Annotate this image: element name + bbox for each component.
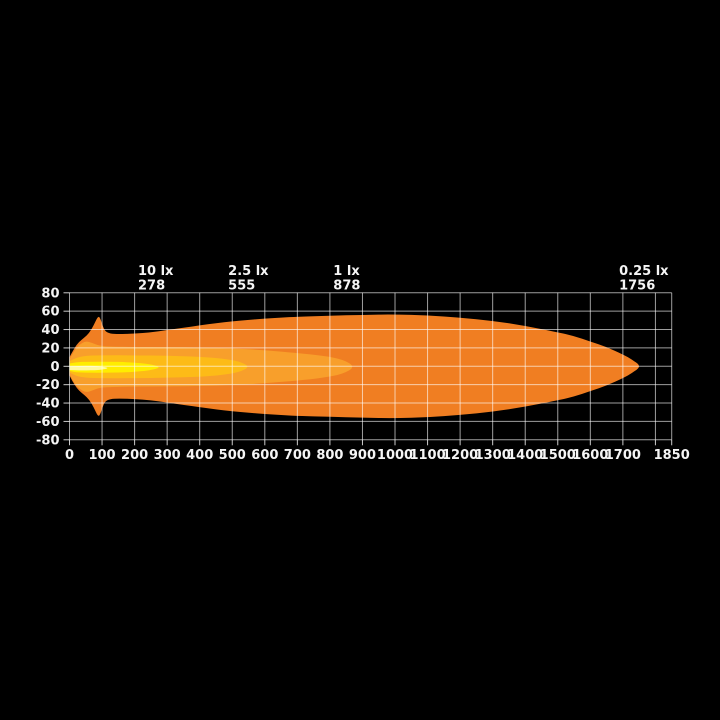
x-tick-label: 600: [251, 448, 278, 463]
x-tick-label: 900: [349, 448, 376, 463]
x-tick-label: 1000: [377, 448, 413, 463]
hotspot-core: [69, 365, 108, 371]
x-tick-label: 0: [65, 448, 74, 463]
x-tick-label: 1100: [409, 448, 445, 463]
x-tick-label: 1300: [475, 448, 511, 463]
y-tick-label: -20: [36, 378, 60, 393]
y-tick-label: -80: [36, 433, 60, 448]
y-tick-label: 80: [41, 286, 59, 301]
isolux-lux-label: 1 lx: [333, 264, 360, 279]
x-tick-label: 1400: [507, 448, 543, 463]
x-tick-label: 1700: [605, 448, 641, 463]
x-tick-label: 200: [121, 448, 148, 463]
x-tick-label: 300: [154, 448, 181, 463]
y-tick-label: 0: [50, 360, 59, 375]
isolux-distance-value: 878: [333, 279, 360, 294]
y-tick-label: -60: [36, 415, 60, 430]
isolux-lux-label: 0.25 lx: [619, 264, 669, 279]
axis-ticks: [63, 292, 673, 446]
isolux-lux-label: 10 lx: [138, 264, 174, 279]
x-tick-label: 700: [284, 448, 311, 463]
x-tick-label: 800: [316, 448, 343, 463]
x-tick-label: 500: [219, 448, 246, 463]
isolux-distance-value: 1756: [619, 279, 655, 294]
x-tick-label: 400: [186, 448, 213, 463]
y-tick-label: -40: [36, 397, 60, 412]
isolux-lux-label: 2.5 lx: [228, 264, 269, 279]
x-tick-label: 100: [88, 448, 115, 463]
y-tick-label: 60: [41, 305, 59, 320]
y-tick-label: 40: [41, 323, 59, 338]
x-tick-label: 1500: [540, 448, 576, 463]
isolux-distance-value: 555: [228, 279, 255, 294]
x-axis-labels: 0 100 200 300 400 500 600 700 800 900 100011001200…: [65, 448, 690, 463]
x-tick-label: 1600: [572, 448, 608, 463]
y-tick-label: 20: [41, 341, 59, 356]
isolux-distance-value: 278: [138, 279, 165, 294]
grid-lines: [69, 292, 673, 441]
y-axis-labels: 80 60 40 20 0 -20 -40 -60 -80: [36, 286, 60, 448]
x-tick-label: 1850: [654, 448, 690, 463]
x-tick-label: 1200: [442, 448, 478, 463]
